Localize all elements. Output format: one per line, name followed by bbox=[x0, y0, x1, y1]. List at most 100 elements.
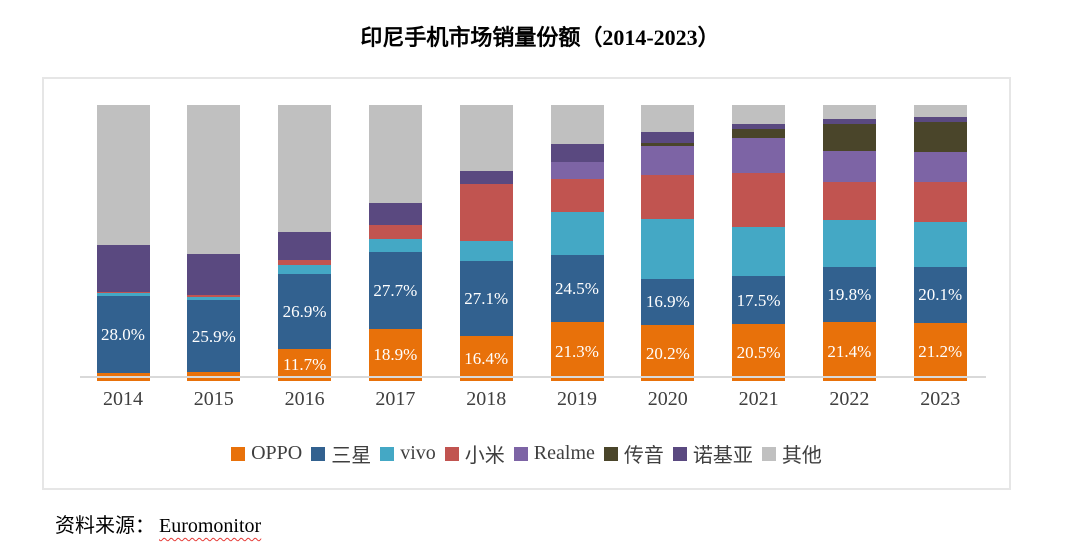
bar-segment-诺基亚 bbox=[913, 117, 967, 122]
legend-label: Realme bbox=[533, 442, 595, 464]
data-label: 20.5% bbox=[736, 343, 781, 363]
chart-title: 印尼手机市场销量份额（2014-2023） bbox=[360, 25, 720, 50]
bar-segment-三星: 16.9% bbox=[641, 278, 695, 326]
x-axis-label-2014: 2014 bbox=[103, 388, 143, 410]
bar-segment-三星: 25.9% bbox=[187, 300, 241, 372]
bar-segment-其他 bbox=[913, 105, 967, 118]
bar-segment-其他 bbox=[822, 105, 876, 119]
bar-segment-Realme bbox=[641, 146, 695, 176]
bar-segment-OPPO: 16.4% bbox=[459, 335, 513, 381]
bar-segment-三星: 27.7% bbox=[368, 252, 422, 329]
bar-segment-传音 bbox=[913, 121, 967, 153]
data-label: 11.7% bbox=[282, 355, 327, 375]
data-label: 21.3% bbox=[555, 342, 599, 362]
legend-item-其他: 其他 bbox=[761, 439, 822, 468]
stacked-bar-2018: 16.4% 27.1% bbox=[459, 105, 513, 381]
data-label: 18.9% bbox=[373, 345, 418, 365]
x-axis-label-2018: 2018 bbox=[466, 388, 507, 410]
bar-segment-传音 bbox=[641, 142, 695, 147]
data-label: 21.2% bbox=[918, 342, 963, 362]
bar-segment-其他 bbox=[732, 105, 786, 124]
bar-segment-诺基亚 bbox=[732, 123, 786, 130]
bar-segment-小米 bbox=[641, 175, 695, 220]
bar-segment-传音 bbox=[822, 124, 876, 152]
legend-swatch-icon bbox=[672, 446, 687, 461]
legend-item-小米: 小米 bbox=[444, 439, 505, 468]
data-label: 19.8% bbox=[827, 285, 872, 305]
x-axis-label-2021: 2021 bbox=[738, 388, 779, 410]
bar-segment-小米 bbox=[550, 179, 604, 212]
bar-segment-小米 bbox=[187, 295, 241, 298]
data-label: 25.9% bbox=[191, 326, 236, 346]
bar-segment-OPPO: 20.2% bbox=[641, 325, 695, 381]
stacked-bar-2016: 11.7% 26.9% bbox=[278, 105, 332, 381]
bar-segment-vivo bbox=[550, 211, 604, 255]
stacked-bar-2015: 25.9% bbox=[187, 105, 241, 381]
bar-segment-vivo bbox=[732, 227, 786, 277]
data-label: 21.4% bbox=[827, 341, 872, 361]
data-label: 27.7% bbox=[373, 281, 418, 301]
legend-item-OPPO: OPPO bbox=[231, 442, 302, 465]
bar-segment-三星: 28.0% bbox=[96, 296, 150, 374]
bar-segment-vivo bbox=[368, 239, 422, 253]
legend-item-传音: 传音 bbox=[603, 439, 664, 468]
bar-segment-小米 bbox=[368, 224, 422, 240]
bar-segment-vivo bbox=[822, 220, 876, 268]
bar-segment-其他 bbox=[459, 105, 513, 171]
legend-label: 诺基亚 bbox=[692, 445, 753, 467]
bar-segment-Realme bbox=[550, 161, 604, 180]
bar-segment-OPPO: 21.2% bbox=[913, 322, 967, 381]
chart-container: 28.0% 2014 25.9% 2015 11.7% 26.9% 2016 18.9% 27.… bbox=[42, 77, 1011, 490]
bar-segment-OPPO: 11.7% bbox=[278, 348, 332, 381]
bar-segment-诺基亚 bbox=[96, 244, 150, 292]
bar-segment-三星: 17.5% bbox=[732, 276, 786, 325]
bar-segment-vivo bbox=[187, 297, 241, 301]
bar-segment-小米 bbox=[459, 183, 513, 241]
stacked-bar-2022: 21.4% 19.8% bbox=[822, 105, 876, 381]
bar-segment-其他 bbox=[187, 105, 241, 254]
legend-label: 三星 bbox=[331, 445, 372, 467]
bar-segment-vivo bbox=[96, 293, 150, 296]
bar-segment-vivo bbox=[278, 265, 332, 275]
legend-label: 小米 bbox=[464, 445, 505, 467]
x-axis-label-2022: 2022 bbox=[829, 388, 870, 410]
bar-segment-Realme bbox=[913, 152, 967, 183]
bar-segment-其他 bbox=[278, 105, 332, 232]
bar-segment-其他 bbox=[550, 105, 604, 145]
bar-segment-vivo bbox=[459, 240, 513, 261]
stacked-bar-2021: 20.5% 17.5% bbox=[732, 105, 786, 381]
legend-label: vivo bbox=[400, 442, 436, 464]
legend-swatch-icon bbox=[761, 446, 776, 461]
bar-segment-OPPO: 21.4% bbox=[822, 321, 876, 381]
bar-segment-小米 bbox=[913, 182, 967, 222]
bar-segment-Realme bbox=[822, 151, 876, 182]
bar-segment-诺基亚 bbox=[459, 170, 513, 184]
data-label: 27.1% bbox=[464, 288, 509, 308]
data-label: 20.1% bbox=[918, 285, 963, 305]
source-name: Euromonitor bbox=[159, 515, 262, 537]
bar-segment-三星: 24.5% bbox=[550, 254, 604, 323]
legend-label: 其他 bbox=[781, 445, 822, 467]
bar-segment-诺基亚 bbox=[550, 144, 604, 162]
bar-segment-诺基亚 bbox=[822, 118, 876, 125]
bar-segment-其他 bbox=[96, 105, 150, 245]
bar-segment-vivo bbox=[913, 221, 967, 268]
data-label: 16.9% bbox=[645, 292, 690, 312]
bar-segment-三星: 20.1% bbox=[913, 267, 967, 323]
bar-segment-vivo bbox=[641, 219, 695, 279]
stacked-bar-2019: 21.3% 24.5% bbox=[550, 105, 604, 381]
stacked-bar-2017: 18.9% 27.7% bbox=[368, 105, 422, 381]
bar-segment-三星: 26.9% bbox=[278, 274, 332, 349]
bar-segment-OPPO: 18.9% bbox=[368, 328, 422, 381]
legend-swatch-icon bbox=[603, 446, 618, 461]
bar-segment-OPPO: 20.5% bbox=[732, 324, 786, 381]
legend-label: OPPO bbox=[251, 442, 303, 464]
legend-swatch-icon bbox=[513, 446, 528, 461]
legend-item-vivo: vivo bbox=[380, 442, 436, 465]
bar-segment-Realme bbox=[732, 137, 786, 174]
bar-segment-OPPO: 21.3% bbox=[550, 322, 604, 381]
x-axis-label-2015: 2015 bbox=[193, 388, 234, 410]
bar-segment-三星: 27.1% bbox=[459, 260, 513, 336]
x-axis-label-2023: 2023 bbox=[920, 388, 961, 410]
legend-item-诺基亚: 诺基亚 bbox=[672, 439, 753, 468]
